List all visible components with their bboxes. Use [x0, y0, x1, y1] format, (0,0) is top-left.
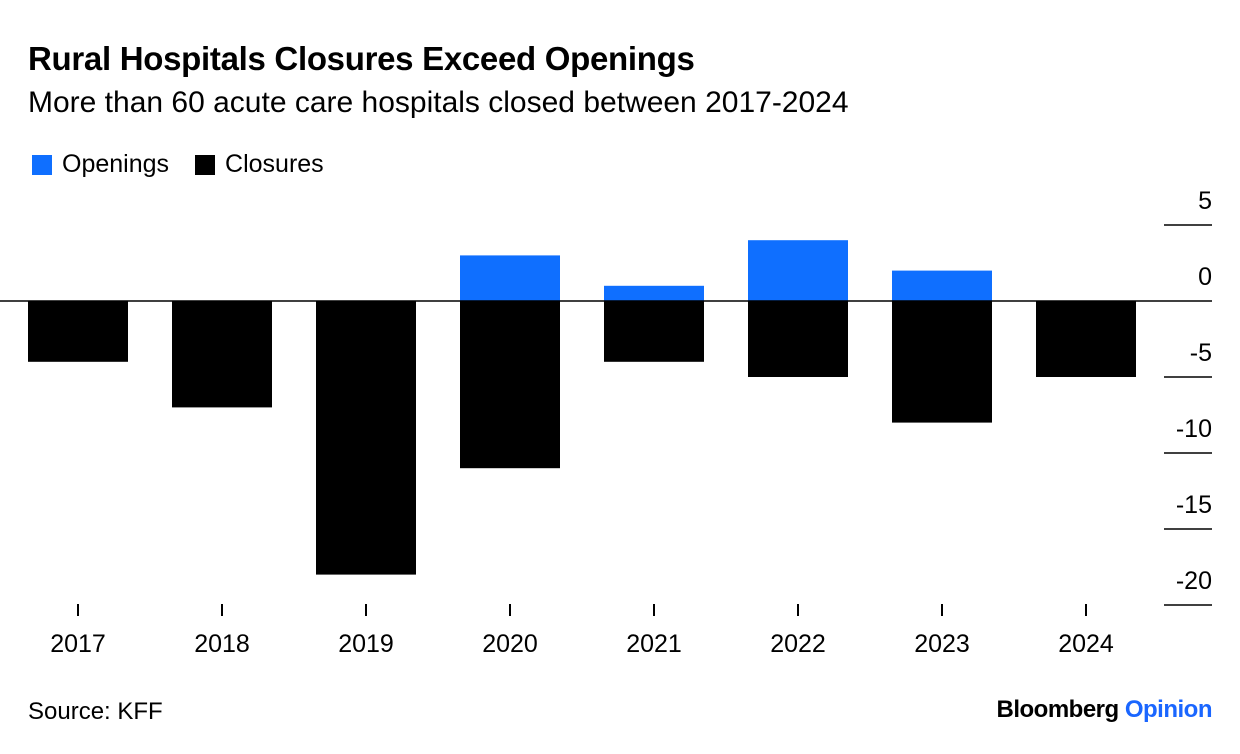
x-tick-label-2017: 2017: [50, 630, 106, 658]
bar-closures-2024: [1036, 301, 1136, 377]
legend-swatch-openings: [32, 154, 52, 175]
x-tick-label-2021: 2021: [626, 630, 682, 658]
y-tick-label-1: 0: [1198, 263, 1212, 291]
bar-closures-2017: [28, 301, 128, 362]
legend: Openings Closures: [32, 150, 350, 179]
legend-label-closures: Closures: [225, 150, 324, 178]
chart-subtitle: More than 60 acute care hospitals closed…: [28, 86, 849, 119]
y-tick-label-0: 5: [1198, 187, 1212, 215]
bar-closures-2022: [748, 301, 848, 377]
bar-openings-2021: [604, 285, 704, 301]
x-tick-label-2018: 2018: [194, 630, 250, 658]
brand-logo: Bloomberg Opinion: [997, 696, 1213, 724]
chart-title: Rural Hospitals Closures Exceed Openings: [28, 40, 695, 77]
bar-openings-2023: [892, 270, 992, 301]
bar-closures-2020: [460, 301, 560, 469]
bar-closures-2021: [604, 301, 704, 362]
legend-item-openings: Openings: [32, 150, 169, 179]
x-tick-label-2023: 2023: [914, 630, 970, 658]
y-tick-label-3: -10: [1176, 415, 1212, 443]
y-tick-label-4: -15: [1176, 491, 1212, 519]
legend-label-openings: Openings: [62, 150, 170, 178]
bar-closures-2023: [892, 301, 992, 423]
y-tick-label-2: -5: [1190, 339, 1212, 367]
bar-openings-2020: [460, 255, 560, 301]
bar-openings-2022: [748, 240, 848, 301]
legend-item-closures: Closures: [195, 150, 324, 179]
bar-closures-2018: [172, 301, 272, 408]
x-tick-label-2022: 2022: [770, 630, 826, 658]
x-tick-label-2019: 2019: [338, 630, 394, 658]
y-tick-label-5: -20: [1176, 567, 1212, 595]
legend-swatch-closures: [195, 154, 216, 175]
x-tick-label-2020: 2020: [482, 630, 538, 658]
bar-closures-2019: [316, 301, 416, 575]
x-tick-label-2024: 2024: [1058, 630, 1114, 658]
brand-suffix: Opinion: [1124, 696, 1213, 723]
source-note: Source: KFF: [28, 698, 163, 725]
brand-name: Bloomberg: [996, 696, 1120, 723]
